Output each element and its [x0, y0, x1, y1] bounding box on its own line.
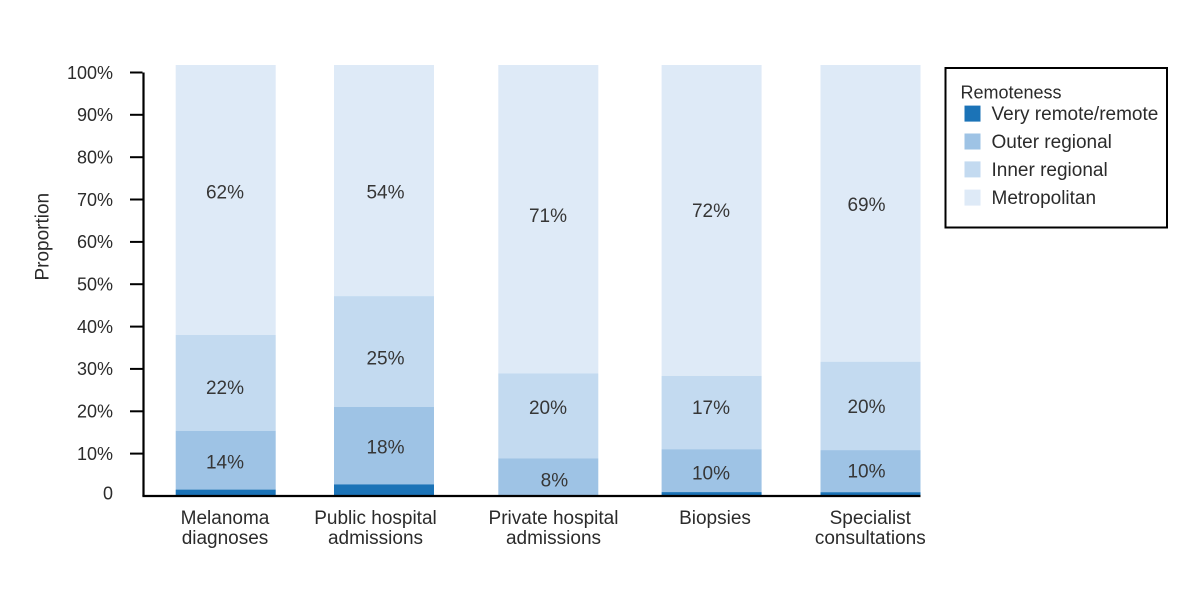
svg-text:Biopsies: Biopsies: [679, 508, 751, 529]
svg-text:Specialist: Specialist: [830, 508, 912, 529]
svg-text:Melanoma: Melanoma: [181, 508, 270, 529]
svg-text:30%: 30%: [77, 359, 113, 379]
svg-text:diagnoses: diagnoses: [182, 528, 269, 549]
svg-text:22%: 22%: [206, 378, 244, 399]
svg-text:Outer regional: Outer regional: [992, 132, 1112, 153]
svg-text:consultations: consultations: [815, 528, 926, 549]
svg-text:62%: 62%: [206, 183, 244, 204]
svg-text:40%: 40%: [77, 317, 113, 337]
svg-text:20%: 20%: [77, 402, 113, 422]
svg-text:20%: 20%: [529, 398, 567, 419]
svg-text:admissions: admissions: [328, 528, 423, 549]
svg-text:14%: 14%: [206, 453, 244, 474]
svg-text:8%: 8%: [541, 471, 569, 492]
svg-text:20%: 20%: [847, 397, 885, 418]
svg-text:70%: 70%: [77, 190, 113, 210]
svg-text:25%: 25%: [366, 349, 404, 370]
svg-text:Inner regional: Inner regional: [992, 160, 1108, 181]
svg-text:71%: 71%: [529, 206, 567, 227]
svg-text:72%: 72%: [692, 201, 730, 222]
svg-text:0: 0: [103, 484, 113, 504]
svg-text:10%: 10%: [847, 461, 885, 482]
svg-text:100%: 100%: [67, 63, 113, 83]
svg-text:17%: 17%: [692, 398, 730, 419]
svg-text:Proportion: Proportion: [33, 193, 54, 281]
svg-text:90%: 90%: [77, 105, 113, 125]
svg-text:50%: 50%: [77, 275, 113, 295]
svg-text:Private hospital: Private hospital: [489, 508, 619, 529]
svg-text:10%: 10%: [77, 444, 113, 464]
svg-text:Metropolitan: Metropolitan: [992, 188, 1097, 209]
svg-text:80%: 80%: [77, 148, 113, 168]
svg-text:Remoteness: Remoteness: [961, 83, 1062, 103]
svg-text:69%: 69%: [847, 195, 885, 216]
svg-text:54%: 54%: [366, 183, 404, 204]
svg-text:Public hospital: Public hospital: [314, 508, 437, 529]
svg-text:Very remote/remote: Very remote/remote: [992, 104, 1159, 125]
svg-text:10%: 10%: [692, 464, 730, 485]
svg-text:60%: 60%: [77, 232, 113, 252]
svg-text:admissions: admissions: [506, 528, 601, 549]
svg-text:18%: 18%: [366, 438, 404, 459]
